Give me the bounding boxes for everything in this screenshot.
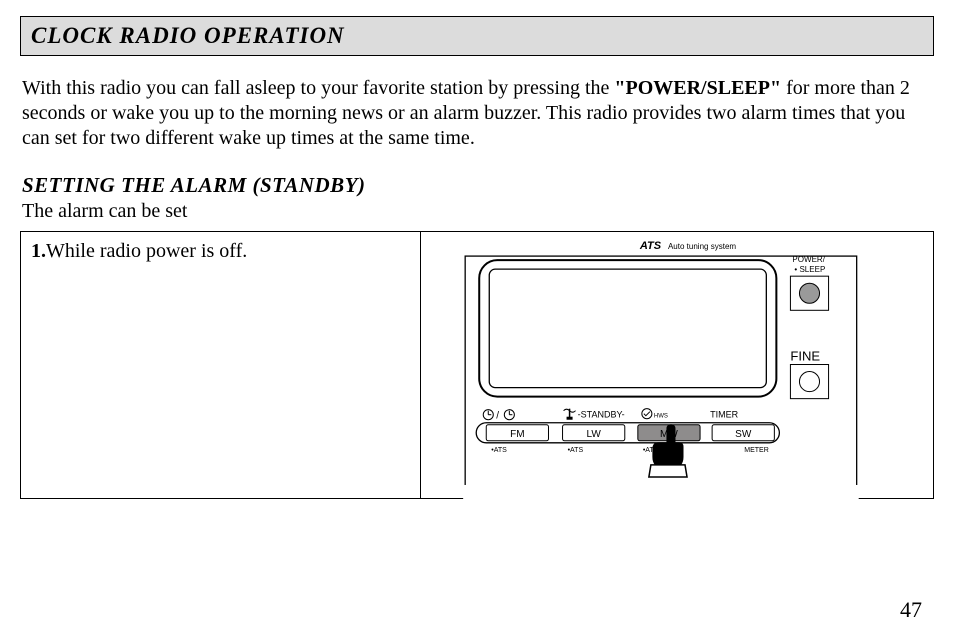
step-right: ATS Auto tuning system POWER/ • SLEEP FI… [421, 232, 933, 498]
title-box: CLOCK RADIO OPERATION [20, 16, 934, 56]
page-number: 47 [900, 597, 922, 623]
band-sw-sub: METER [744, 447, 769, 454]
ats-label: Auto tuning system [668, 242, 736, 251]
step-number: 1. [31, 240, 46, 262]
intro-bold: "POWER/SLEEP" [614, 77, 781, 99]
intro-pre: With this radio you can fall asleep to y… [22, 77, 614, 99]
band-fm-label: FM [510, 429, 524, 440]
ats-logo: ATS [639, 240, 662, 252]
step-left: 1.While radio power is off. [21, 232, 421, 498]
step-box: 1.While radio power is off. ATS Auto tun… [20, 231, 934, 499]
hws-label: HWS [654, 414, 668, 420]
intro-paragraph: With this radio you can fall asleep to y… [22, 76, 932, 151]
fine-button[interactable] [799, 372, 819, 392]
band-lw-label: LW [587, 429, 602, 440]
section-sub: The alarm can be set [22, 200, 934, 223]
band-fm-sub: •ATS [491, 447, 507, 454]
section-heading: SETTING THE ALARM (STANDBY) [22, 173, 934, 198]
power-sleep-button[interactable] [799, 283, 819, 303]
band-lw-sub: •ATS [568, 447, 584, 454]
step-text: While radio power is off. [46, 240, 247, 262]
band-sw-label: SW [735, 429, 752, 440]
fine-label: FINE [790, 348, 820, 363]
radio-diagram: ATS Auto tuning system POWER/ • SLEEP FI… [421, 232, 933, 499]
slash-icon: / [496, 411, 499, 422]
timer-label: TIMER [710, 410, 739, 420]
power-label-2: • SLEEP [794, 265, 825, 274]
power-label-1: POWER/ [792, 255, 825, 264]
page-title: CLOCK RADIO OPERATION [31, 23, 923, 49]
standby-label: -STANDBY- [578, 410, 625, 420]
